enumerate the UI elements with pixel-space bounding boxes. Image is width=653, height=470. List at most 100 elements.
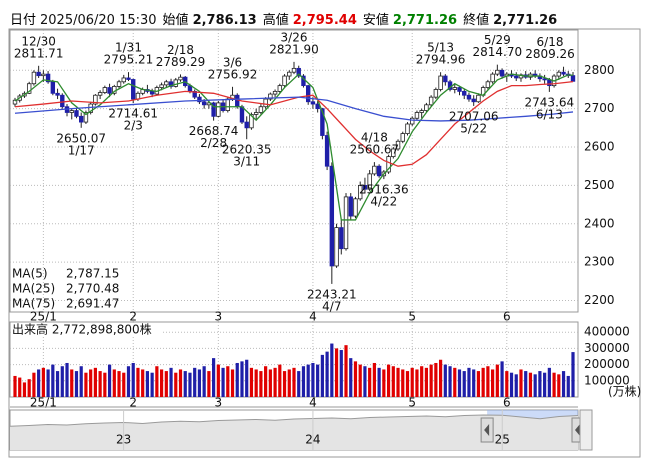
candle-body [287,71,292,77]
volume-bar [519,369,523,397]
volume-bar [278,364,282,397]
volume-bar [164,371,168,397]
volume-bar [136,367,140,397]
annotation-price: 2620.35 [222,143,272,157]
annotation-price: 2789.29 [156,55,206,69]
x-tick-label: 6 [503,396,511,410]
candle-body [211,102,216,117]
candle-body [168,81,174,87]
annotation-date: 1/31 [115,41,142,55]
annotation-date: 6/18 [537,35,564,49]
annotation-date: 1/17 [68,143,95,157]
volume-bar [51,364,55,397]
candle-body [391,148,396,158]
volume-bar [197,369,202,397]
candle-body [372,165,377,175]
header-label: 安値 [362,13,389,28]
candle-body [60,94,65,108]
header-label: 終値 [463,13,490,28]
x-tick-label: 25/1 [30,310,57,324]
candle-body [225,98,230,111]
volume-bar [292,367,296,397]
annotation-date: 12/30 [21,34,56,48]
volume-bar [287,369,291,397]
volume-bar [89,369,93,397]
volume-bar [141,369,145,397]
candle-body [97,92,103,96]
annotation-date: 5/13 [427,41,454,55]
volume-bar [524,371,528,397]
volume-bar [429,364,433,397]
y-tick-label: 100000 [584,373,630,387]
volume-bar [382,369,386,397]
candle-body [452,87,457,90]
annotation-date: 2/3 [124,119,143,133]
volume-bar [509,372,514,397]
volume-bar [117,371,121,397]
candle-body [268,93,273,100]
candle-body [244,121,249,129]
navigator-label: 25 [495,433,510,447]
volume-bar [368,367,372,397]
candle-body [405,123,410,134]
candle-body [116,81,122,87]
x-tick-label: 25/1 [30,396,57,410]
header-label: 高値 [262,13,289,28]
candle-body [310,101,316,105]
annotation-price: 2707.06 [449,109,499,123]
volume-bar [235,362,239,397]
candle-body [173,79,178,87]
volume-bar [434,362,438,397]
volume-bar [405,371,410,397]
volume-bar [571,352,575,397]
volume-bar [65,362,69,397]
volume-bar [145,371,150,397]
volume-bar [566,375,570,397]
volume-bar [386,364,391,397]
volume-bar [311,362,315,397]
volume-bar [264,366,268,397]
header-value: 2,771.26 [493,13,558,28]
y-tick-label: 2600 [584,140,615,154]
legend-name: MA(75) [12,297,55,311]
volume-bar [486,366,490,397]
volume-bar [415,369,419,397]
volume-bar [476,371,481,397]
annotation-date: 2/18 [167,43,194,57]
volume-bar [193,367,197,397]
volume-bar [472,369,476,397]
volume-bar [500,361,504,397]
volume-bar [297,371,301,397]
candle-body [258,106,264,113]
header: 日付 2025/06/20 15:30 始値 2,786.13 高値 2,795.44 安値… [10,9,563,28]
x-tick-label: 5 [408,310,416,324]
volume-bar [159,369,164,397]
candle-body [443,75,448,83]
candle-body [485,81,491,88]
handle-arrow [484,424,490,436]
candle-body [362,184,368,190]
candle-body [69,110,74,113]
volume-bar [306,364,310,397]
candle-body [570,75,576,82]
candle-body [414,112,420,119]
volume-bar [174,372,178,397]
plot-area [9,29,579,313]
candle-body [343,196,349,250]
candle-body [348,196,353,217]
legend-name: MA(25) [12,282,55,296]
volume-bar [325,351,329,397]
x-tick-label: 3 [215,396,223,410]
volume-bar [391,366,395,397]
volume-bar [543,372,547,397]
scroll-button[interactable] [579,409,593,451]
volume-bar [358,364,362,397]
volume-bar [363,366,367,397]
y-tick-label: 300000 [584,341,630,355]
volume-bar [420,366,424,397]
volume-bar [202,366,206,397]
candle-body [178,76,183,81]
candle-body [395,140,401,150]
candle-body [490,73,495,83]
ma-line [14,73,574,221]
